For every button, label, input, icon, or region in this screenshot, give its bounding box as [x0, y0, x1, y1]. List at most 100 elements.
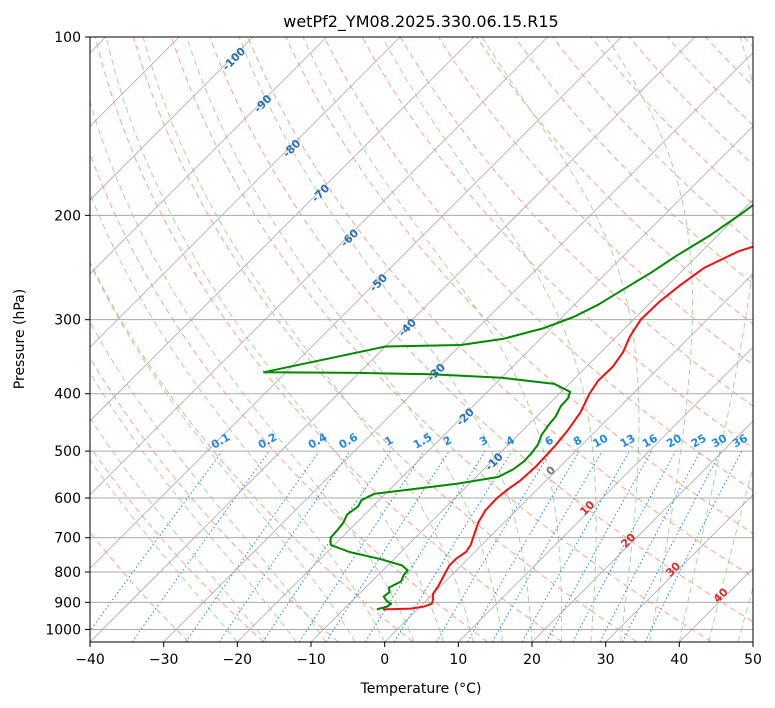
moist-adiabat-line — [90, 262, 356, 642]
plot-area: 0.1 0.2 0.4 0.6 1 1.5 2 3 4 6 8 10 13 16 20 25 30 36-100-… — [90, 37, 753, 642]
moist-adiabat-line — [90, 321, 327, 642]
moist-adiabats — [90, 37, 753, 642]
mixing-ratio-line — [185, 450, 320, 642]
dry-adiabat-label: -30 — [425, 360, 448, 383]
x-tick-label: 20 — [523, 652, 541, 668]
dry-adiabat-line — [209, 37, 753, 623]
isotherm-line — [90, 37, 327, 275]
isotherm-line — [679, 567, 753, 642]
moist-adiabat-line — [105, 37, 445, 642]
mixing-ratio-line — [364, 450, 486, 642]
x-tick-label: 30 — [597, 652, 615, 668]
moist-adiabat-label: 30 — [663, 559, 683, 579]
x-axis-label: Temperature (°C) — [360, 681, 482, 697]
dry-adiabats — [90, 37, 753, 642]
mixing-ratio-line — [393, 450, 513, 642]
isotherm-line — [752, 641, 753, 642]
mixing-ratio-line — [599, 450, 701, 642]
dry-adiabat-line — [590, 37, 753, 205]
moist-adiabat-label: 20 — [618, 530, 638, 550]
y-axis-ticks: 100 200 300 400 500 600 700 800 900 1000 — [45, 30, 90, 638]
y-tick-label: 700 — [54, 531, 81, 547]
dry-adiabat-line — [552, 37, 753, 245]
dry-adiabat-label: -70 — [309, 181, 332, 204]
y-axis-label: Pressure (hPa) — [12, 289, 28, 389]
y-tick-label: 600 — [54, 491, 81, 507]
moist-adiabat-line — [90, 417, 268, 642]
dry-adiabat-line — [90, 356, 339, 642]
dry-adiabat-label: -10 — [483, 450, 506, 473]
mixing-ratio-line — [545, 450, 653, 642]
dry-adiabat-line — [94, 37, 563, 642]
dry-adiabat-line — [132, 37, 638, 642]
x-tick-label: 10 — [449, 652, 467, 668]
moist-adiabat-line — [186, 37, 503, 642]
x-tick-label: −20 — [223, 652, 253, 668]
mixing-ratio-line — [218, 450, 351, 642]
moist-adiabat-line — [90, 371, 297, 642]
mixing-ratio-label: 3 — [477, 434, 490, 449]
dry-adiabat-line — [704, 37, 753, 87]
grid-lines — [90, 37, 753, 642]
mixing-ratio-label: 0.1 — [209, 431, 232, 452]
mixing-ratio-label: 13 — [618, 432, 638, 451]
isotherm-line — [90, 37, 622, 569]
dry-adiabat-line — [285, 37, 753, 535]
y-tick-label: 800 — [54, 565, 81, 581]
mixing-ratio-line — [298, 450, 425, 642]
dry-adiabat-line — [90, 152, 488, 642]
moist-adiabat-line — [606, 37, 693, 642]
moist-adiabat-line — [708, 465, 753, 642]
moist-adiabat-line — [302, 37, 563, 642]
isotherm-line — [310, 199, 753, 642]
isotherm-line — [458, 346, 753, 642]
dry-adiabat-line — [323, 37, 753, 491]
mixing-ratio-line — [90, 450, 223, 632]
dry-adiabat-line — [666, 37, 753, 126]
isotherm-line — [90, 37, 696, 642]
mixing-ratio-line — [644, 450, 743, 642]
mixing-ratio-line — [572, 450, 677, 642]
y-tick-label: 1000 — [45, 622, 81, 638]
moist-adiabat-line — [90, 99, 415, 642]
dry-adiabat-label: -90 — [251, 92, 274, 115]
moist-adiabat-line — [737, 585, 753, 642]
mixing-ratio-label: 0.2 — [256, 431, 279, 452]
dry-adiabat-label: -100 — [220, 44, 249, 73]
dry-adiabat-line — [514, 37, 753, 285]
y-tick-label: 200 — [54, 208, 81, 224]
mixing-ratio-line — [131, 450, 270, 642]
mixing-ratio-line — [521, 450, 630, 642]
x-tick-label: 40 — [670, 652, 688, 668]
chart-title: wetPf2_YM08.2025.330.06.15.R15 — [283, 12, 558, 32]
y-tick-label: 500 — [54, 444, 81, 460]
moist-adiabat-line — [481, 37, 640, 642]
isotherm-line — [384, 273, 753, 642]
mixing-ratio-line — [325, 450, 450, 642]
isotherm-line — [605, 494, 753, 642]
isotherm-line — [163, 52, 753, 642]
temperature-line — [382, 245, 753, 611]
y-tick-label: 300 — [54, 313, 81, 329]
dry-adiabat-line — [171, 37, 712, 642]
y-tick-label: 100 — [54, 30, 81, 46]
moist-adiabat-line — [90, 192, 386, 642]
isotherm-line — [237, 125, 753, 642]
dewpoint-line — [263, 203, 753, 611]
mixing-ratio-label: 16 — [640, 431, 660, 450]
moist-adiabat-line — [238, 37, 533, 642]
dry-adiabat-label: -80 — [280, 137, 303, 160]
moist-adiabat-label: 10 — [577, 498, 597, 518]
mixing-ratio-label: 8 — [571, 434, 584, 449]
isotherm-line — [531, 420, 753, 642]
y-tick-label: 900 — [54, 595, 81, 611]
moist-adiabat-line — [90, 459, 238, 642]
mixing-ratio-label: 20 — [664, 431, 684, 450]
y-tick-label: 400 — [54, 387, 81, 403]
isotherm-line — [90, 37, 548, 496]
mixing-ratio-label: 1 — [382, 434, 395, 449]
x-tick-label: 50 — [744, 652, 762, 668]
dry-adiabat-label: -20 — [454, 405, 477, 428]
dry-adiabat-line — [476, 37, 753, 325]
